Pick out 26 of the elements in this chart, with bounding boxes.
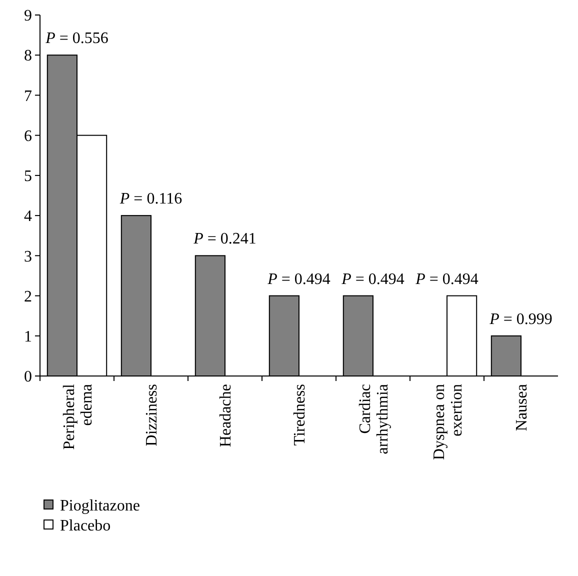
- y-tick-label: 6: [24, 128, 32, 145]
- x-tick-label: Cardiac arrhythmia: [356, 384, 392, 454]
- y-tick-label: 8: [24, 48, 32, 65]
- y-tick-label: 1: [24, 328, 32, 346]
- y-tick-label: 5: [24, 168, 32, 186]
- legend-label: Pioglitazone: [60, 498, 140, 515]
- x-tick-label: Tiredness: [292, 384, 309, 446]
- y-tick-label: 4: [24, 208, 32, 226]
- x-tick-label: Peripheral edema: [60, 383, 96, 450]
- annotation: P = 0.494: [414, 270, 478, 288]
- annotation: P = 0.494: [266, 270, 330, 288]
- annotation: P = 0.556: [44, 30, 108, 48]
- legend-label: Placebo: [60, 518, 111, 535]
- x-tick-label: Dizziness: [144, 384, 161, 446]
- x-tick-label: Dyspnea on exertion: [430, 384, 466, 460]
- y-tick-label: 3: [24, 248, 32, 266]
- y-tick-label: 0: [24, 368, 32, 386]
- y-tick-label: 9: [24, 8, 32, 25]
- annotation: P = 0.494: [340, 270, 404, 288]
- x-tick-label: Nausea: [514, 384, 531, 432]
- y-tick-label: 7: [24, 88, 32, 105]
- y-tick-label: 2: [24, 288, 32, 306]
- x-tick-label: Headache: [218, 384, 235, 448]
- annotation: P = 0.999: [488, 310, 552, 328]
- annotation: P = 0.116: [118, 190, 182, 208]
- annotation: P = 0.241: [192, 230, 256, 248]
